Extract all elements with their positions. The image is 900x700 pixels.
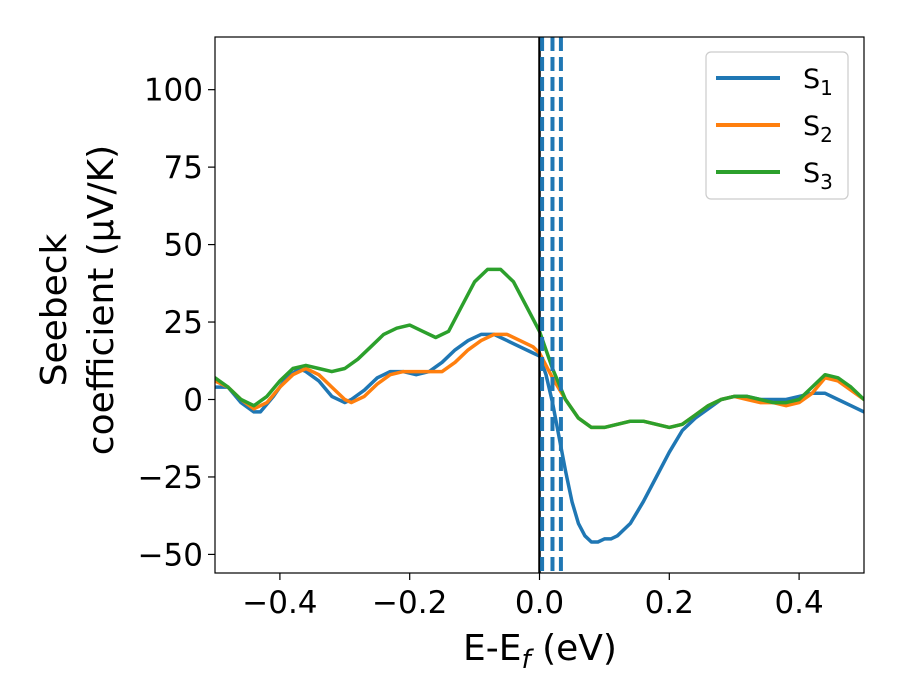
y-axis-title-line1: Seebeck bbox=[34, 233, 75, 386]
y-tick-label: −25 bbox=[138, 460, 203, 496]
legend-label-2: S2 bbox=[803, 111, 833, 147]
x-tick-label: −0.2 bbox=[372, 585, 447, 621]
plot-area bbox=[214, 36, 865, 574]
y-tick-label: −50 bbox=[138, 537, 203, 573]
y-tick-label: 75 bbox=[164, 150, 203, 186]
legend-label-3: S3 bbox=[803, 158, 833, 194]
legend-label-1: S1 bbox=[803, 64, 833, 100]
y-axis-ticks: −50 −25 0 25 50 75 100 bbox=[138, 73, 215, 573]
y-tick-label: 50 bbox=[164, 228, 203, 264]
x-tick-label: 0.0 bbox=[515, 585, 564, 621]
y-axis-title-line2: coefficient (μV/K) bbox=[81, 145, 122, 455]
y-tick-label: 100 bbox=[144, 73, 203, 109]
x-tick-label: −0.4 bbox=[242, 585, 317, 621]
y-tick-label: 25 bbox=[164, 305, 203, 341]
x-tick-label: 0.4 bbox=[774, 585, 823, 621]
x-tick-label: 0.2 bbox=[645, 585, 694, 621]
plot-inner bbox=[215, 37, 864, 573]
series-line-2 bbox=[215, 332, 864, 430]
x-axis-title: E-Ef (eV) bbox=[463, 628, 617, 675]
legend: S1 S2 S3 bbox=[705, 51, 849, 200]
x-axis-ticks: −0.4 −0.2 0.0 0.2 0.4 bbox=[242, 573, 824, 621]
y-tick-label: 0 bbox=[183, 382, 203, 418]
